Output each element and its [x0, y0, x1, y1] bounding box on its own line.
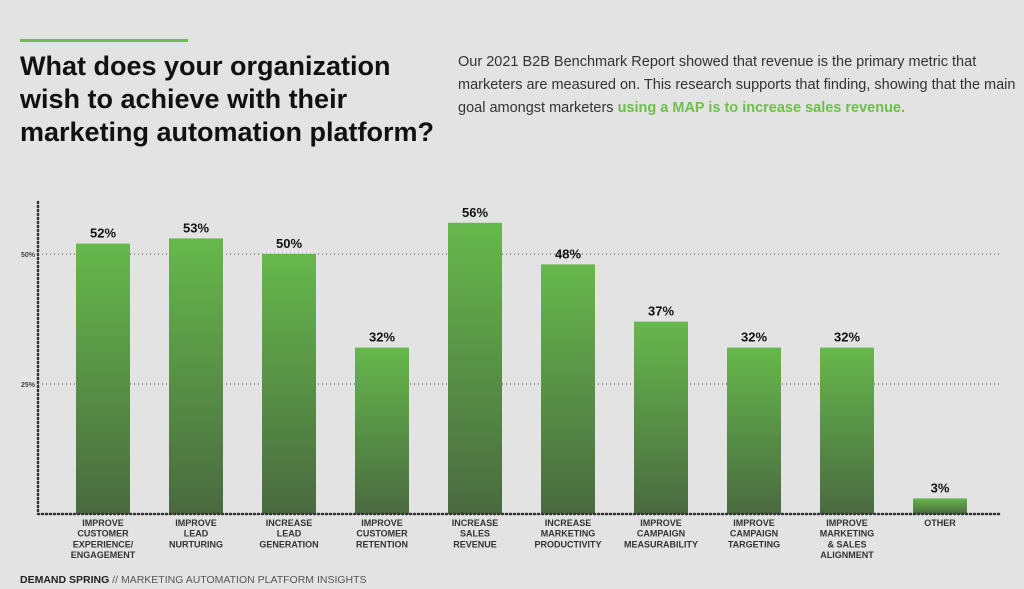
x-tick-label: OTHER	[924, 518, 956, 528]
x-tick-label: TARGETING	[728, 539, 780, 549]
bar	[913, 498, 967, 514]
footer-brand: DEMAND SPRING	[20, 574, 110, 586]
intro-text: Our 2021 B2B Benchmark Report showed tha…	[458, 51, 1018, 120]
y-tick-label: 25%	[21, 382, 36, 389]
x-tick-label: ENGAGEMENT	[71, 550, 136, 560]
data-label: 37%	[648, 304, 674, 319]
x-tick-label: CAMPAIGN	[637, 529, 685, 539]
x-tick-label: IMPROVE	[733, 518, 775, 528]
x-tick-label: ALIGNMENT	[820, 550, 874, 560]
bar	[262, 254, 316, 514]
x-tick-label: REVENUE	[453, 539, 497, 549]
data-label: 52%	[90, 226, 116, 241]
bar	[634, 321, 688, 514]
data-label: 32%	[369, 330, 395, 345]
x-tick-label: & SALES	[827, 539, 866, 549]
x-tick-label: IMPROVE	[826, 518, 868, 528]
data-label: 56%	[462, 205, 488, 220]
footer: DEMAND SPRING // MARKETING AUTOMATION PL…	[20, 574, 367, 586]
x-tick-label: LEAD	[277, 529, 302, 539]
intro-highlight: using a MAP is to increase sales revenue…	[617, 100, 906, 116]
footer-subtitle: MARKETING AUTOMATION PLATFORM INSIGHTS	[120, 574, 367, 586]
bar	[76, 243, 130, 514]
bar	[355, 347, 409, 514]
y-tick-label: 50%	[21, 252, 36, 259]
data-label: 32%	[834, 330, 860, 345]
x-tick-label: PRODUCTIVITY	[534, 539, 601, 549]
x-tick-label: IMPROVE	[175, 518, 217, 528]
bar	[448, 222, 502, 515]
x-tick-label: CUSTOMER	[356, 529, 408, 539]
x-tick-label: LEAD	[184, 529, 209, 539]
x-tick-label: MARKETING	[820, 529, 875, 539]
x-tick-label: EXPERIENCE/	[73, 539, 134, 549]
footer-separator: //	[109, 574, 121, 586]
bar	[727, 347, 781, 514]
bar	[541, 264, 595, 514]
x-tick-label: GENERATION	[259, 539, 318, 549]
x-tick-label: INCREASE	[266, 518, 313, 528]
data-label: 50%	[276, 236, 302, 251]
data-label: 32%	[741, 330, 767, 345]
x-tick-label: MARKETING	[541, 529, 596, 539]
bar	[169, 238, 223, 514]
accent-rule	[20, 39, 188, 42]
bar	[820, 347, 874, 514]
data-label: 53%	[183, 220, 209, 235]
x-tick-label: NURTURING	[169, 539, 223, 549]
data-label: 48%	[555, 246, 581, 261]
intro-body: Our 2021 B2B Benchmark Report showed tha…	[458, 54, 1016, 116]
x-tick-label: CAMPAIGN	[730, 529, 778, 539]
page-title: What does your organization wish to achi…	[20, 51, 435, 147]
x-tick-label: MEASURABILITY	[624, 539, 698, 549]
x-tick-label: IMPROVE	[361, 518, 403, 528]
x-tick-label: RETENTION	[356, 539, 408, 549]
x-tick-label: INCREASE	[545, 518, 592, 528]
x-tick-label: IMPROVE	[82, 518, 124, 528]
x-tick-label: CUSTOMER	[77, 529, 129, 539]
data-label: 3%	[931, 480, 950, 495]
x-tick-label: IMPROVE	[640, 518, 682, 528]
x-tick-label: INCREASE	[452, 518, 499, 528]
x-tick-label: SALES	[460, 529, 490, 539]
